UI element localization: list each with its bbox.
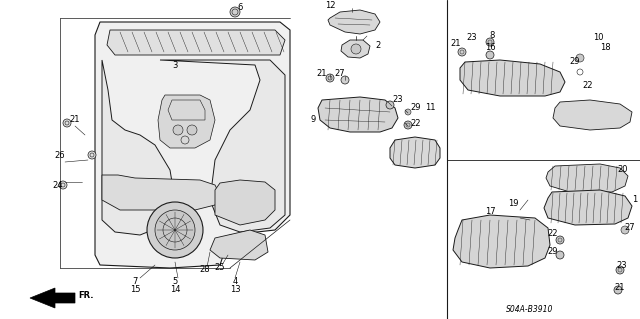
Text: 11: 11 [425, 102, 435, 112]
Polygon shape [158, 95, 215, 148]
Text: 20: 20 [618, 166, 628, 174]
Text: 9: 9 [310, 115, 316, 124]
Circle shape [576, 54, 584, 62]
Text: 22: 22 [411, 118, 421, 128]
Text: 16: 16 [484, 43, 495, 53]
Text: 4: 4 [232, 278, 237, 286]
Circle shape [405, 109, 411, 115]
Circle shape [88, 151, 96, 159]
Circle shape [351, 44, 361, 54]
Text: 23: 23 [617, 261, 627, 270]
Circle shape [486, 38, 494, 46]
Circle shape [59, 181, 67, 189]
Text: 3: 3 [172, 61, 178, 70]
Text: 21: 21 [451, 39, 461, 48]
Text: 29: 29 [548, 248, 558, 256]
Polygon shape [107, 30, 285, 55]
Circle shape [556, 251, 564, 259]
Circle shape [386, 101, 394, 109]
Polygon shape [328, 10, 380, 34]
Circle shape [616, 266, 624, 274]
Text: 27: 27 [625, 224, 636, 233]
Polygon shape [544, 190, 632, 225]
Text: 21: 21 [317, 69, 327, 78]
Circle shape [341, 76, 349, 84]
Polygon shape [160, 60, 285, 232]
Text: 23: 23 [393, 95, 403, 105]
Circle shape [173, 125, 183, 135]
Polygon shape [215, 180, 275, 225]
Text: 18: 18 [600, 43, 611, 53]
Text: 17: 17 [484, 207, 495, 217]
Text: 6: 6 [237, 3, 243, 11]
Text: 5: 5 [172, 278, 178, 286]
Text: 15: 15 [130, 286, 140, 294]
Polygon shape [318, 97, 398, 132]
Polygon shape [102, 175, 220, 210]
Polygon shape [95, 22, 290, 268]
Circle shape [404, 121, 412, 129]
Text: 22: 22 [548, 229, 558, 239]
Text: 24: 24 [52, 181, 63, 189]
Text: 28: 28 [200, 265, 211, 275]
Polygon shape [553, 100, 632, 130]
Text: 7: 7 [132, 278, 138, 286]
Text: 21: 21 [615, 283, 625, 292]
Polygon shape [341, 40, 370, 58]
Text: 22: 22 [583, 80, 593, 90]
Text: 27: 27 [335, 69, 346, 78]
Polygon shape [460, 60, 565, 96]
Text: 21: 21 [70, 115, 80, 124]
Text: 23: 23 [467, 33, 477, 42]
Circle shape [326, 74, 334, 82]
Circle shape [486, 51, 494, 59]
Text: 13: 13 [230, 286, 240, 294]
Text: 26: 26 [54, 151, 65, 160]
Circle shape [621, 226, 629, 234]
Text: 12: 12 [324, 1, 335, 10]
Circle shape [614, 286, 622, 294]
Circle shape [230, 7, 240, 17]
Circle shape [458, 48, 466, 56]
Circle shape [187, 125, 197, 135]
Polygon shape [102, 60, 175, 235]
Text: FR.: FR. [78, 292, 93, 300]
Circle shape [155, 210, 195, 250]
Text: 14: 14 [170, 286, 180, 294]
Circle shape [147, 202, 203, 258]
Polygon shape [210, 230, 268, 260]
Text: 1: 1 [632, 196, 637, 204]
Text: 2: 2 [376, 41, 381, 50]
Circle shape [63, 119, 71, 127]
Polygon shape [546, 164, 628, 192]
Text: 19: 19 [508, 198, 518, 207]
Polygon shape [453, 215, 550, 268]
Polygon shape [30, 288, 75, 308]
Text: S04A-B3910: S04A-B3910 [506, 306, 554, 315]
Text: 29: 29 [570, 57, 580, 66]
Circle shape [556, 236, 564, 244]
Text: 29: 29 [411, 102, 421, 112]
Polygon shape [390, 137, 440, 168]
Text: 8: 8 [490, 31, 495, 40]
Text: 10: 10 [593, 33, 604, 42]
Text: 25: 25 [215, 263, 225, 272]
